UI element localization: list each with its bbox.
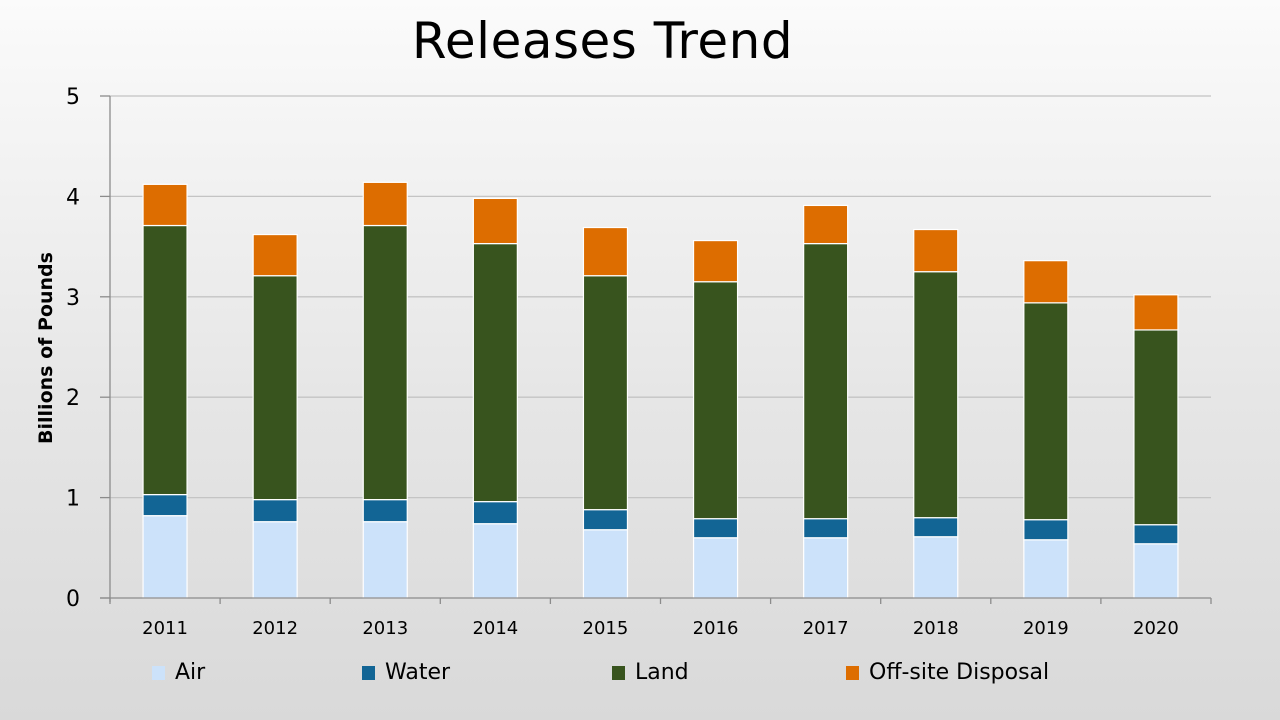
bar-segment-water (803, 518, 849, 539)
x-tick-label: 2013 (362, 618, 408, 639)
x-tick-label: 2019 (1023, 618, 1069, 639)
axes (100, 95, 1212, 604)
bar-segment-water (1133, 524, 1179, 545)
bar-segment-off-site-disposal (692, 239, 739, 283)
bar-segment-air (1023, 539, 1069, 599)
chart-title: Releases Trend (411, 12, 794, 70)
bar-series (142, 181, 1179, 599)
x-tick-label: 2015 (583, 618, 629, 639)
bar-segment-off-site-disposal (913, 228, 959, 273)
bar-segment-off-site-disposal (1023, 260, 1069, 304)
x-tick-label: 2017 (803, 618, 849, 639)
legend-item-land: Land (612, 660, 689, 685)
bar-segment-air (362, 521, 408, 599)
legend-swatch (152, 665, 165, 680)
y-tick-label: 4 (66, 185, 80, 210)
bar-segment-land (1023, 302, 1069, 521)
bar-segment-off-site-disposal (582, 226, 629, 277)
bar-segment-off-site-disposal (362, 181, 408, 227)
legend-item-water: Water (362, 660, 450, 685)
bar-segment-air (582, 529, 629, 599)
bar-segment-land (142, 224, 188, 496)
bar-segment-water (362, 499, 408, 523)
bar-segment-water (692, 518, 739, 539)
y-tick-label: 1 (66, 487, 80, 512)
x-tick-labels: 2011 2012 2013 2014 2015 2016 2017 2018 2019 2020 (142, 618, 1179, 639)
bar-segment-land (252, 275, 298, 501)
legend-label: Off-site Disposal (869, 660, 1050, 685)
x-tick-label: 2020 (1133, 618, 1179, 639)
bar-segment-water (1023, 519, 1069, 541)
legend-swatch (362, 665, 375, 680)
bar-segment-air (1133, 543, 1179, 599)
legend-swatch (846, 665, 859, 680)
x-tick-label: 2016 (693, 618, 739, 639)
bar-segment-air (252, 521, 298, 599)
legend: Air Water Land Off-site Disposal (0, 660, 1280, 690)
bar-segment-water (252, 499, 298, 523)
bar-segment-land (362, 224, 408, 501)
y-tick-label: 3 (66, 286, 80, 311)
y-tick-label: 2 (66, 386, 80, 411)
x-tick-label: 2018 (913, 618, 959, 639)
legend-label: Land (635, 660, 689, 685)
x-tick-label: 2011 (142, 618, 188, 639)
bar-segment-off-site-disposal (803, 204, 849, 245)
bar-segment-land (692, 281, 739, 520)
bar-segment-land (472, 242, 518, 503)
bar-segment-off-site-disposal (472, 197, 518, 245)
bar-segment-air (472, 523, 518, 599)
bar-segment-air (913, 536, 959, 599)
bar-segment-off-site-disposal (142, 183, 188, 227)
bar-segment-air (142, 515, 188, 599)
y-tick-label: 0 (66, 587, 80, 612)
bar-segment-water (472, 501, 518, 525)
legend-label: Water (385, 660, 451, 685)
bar-segment-land (582, 275, 629, 511)
x-tick-label: 2012 (252, 618, 298, 639)
legend-swatch (612, 665, 625, 680)
bar-segment-air (803, 537, 849, 599)
bar-segment-land (1133, 329, 1179, 526)
y-tick-label: 5 (66, 85, 80, 110)
bar-segment-water (913, 517, 959, 538)
legend-label: Air (175, 660, 206, 685)
bar-segment-water (582, 509, 629, 531)
bar-segment-off-site-disposal (252, 233, 298, 277)
bar-segment-water (142, 493, 188, 517)
bar-segment-air (692, 537, 739, 599)
bar-segment-off-site-disposal (1133, 294, 1179, 331)
bar-segment-land (913, 271, 959, 519)
y-tick-labels: 0 1 2 3 4 5 (66, 85, 80, 612)
bar-segment-land (803, 242, 849, 520)
legend-item-air: Air (152, 660, 205, 685)
legend-item-off-site-disposal: Off-site Disposal (846, 660, 1049, 685)
x-tick-label: 2014 (472, 618, 518, 639)
